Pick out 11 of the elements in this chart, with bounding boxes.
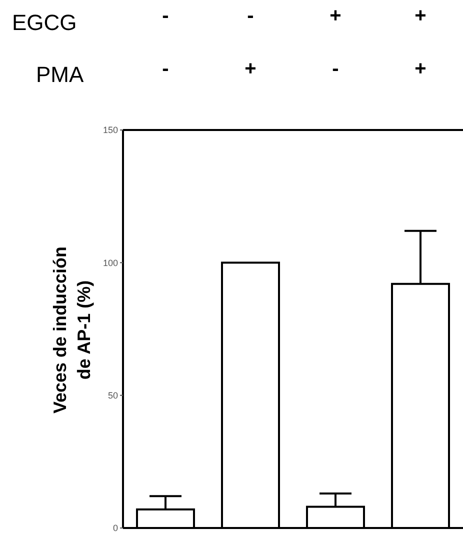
y-tick-label: 0 — [112, 523, 118, 534]
y-axis-title: Veces de inducción de AP-1 (%) — [49, 246, 95, 414]
y-tick-label: 100 — [102, 258, 118, 268]
y-tick-label: 150 — [102, 125, 118, 136]
row-header: PMA — [36, 62, 84, 88]
category-label: + - — [330, 5, 342, 80]
row-header: EGCG — [12, 10, 77, 36]
category-label: - - — [162, 5, 169, 80]
category-label: + + — [414, 5, 426, 80]
y-tick-label: 50 — [108, 390, 118, 401]
category-label: - + — [244, 5, 256, 80]
